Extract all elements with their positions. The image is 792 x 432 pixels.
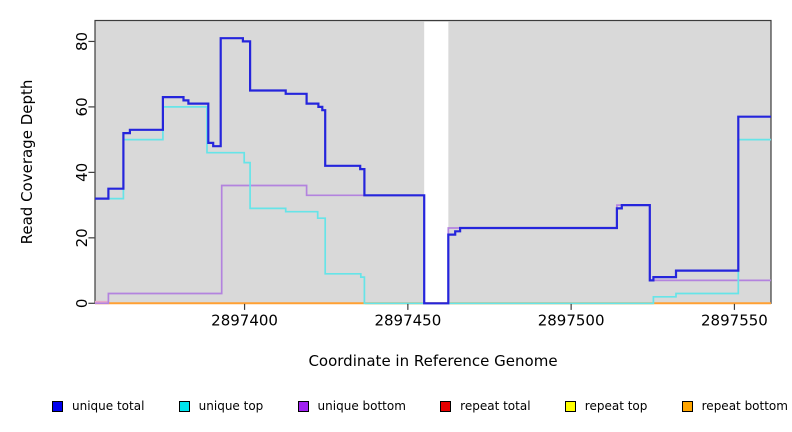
legend-label-unique_top: unique top [198,399,264,413]
x-axis-title: Coordinate in Reference Genome [308,352,557,370]
legend-swatch-repeat_bottom [681,400,693,412]
legend-label-repeat_total: repeat total [460,399,531,413]
legend: unique total unique top unique bottom repea… [52,399,788,413]
legend-label-unique_bottom: unique bottom [317,399,406,413]
x-tick-label: 2897450 [374,311,441,329]
legend-label-unique_total: unique total [72,399,145,413]
x-tick-label: 2897400 [211,311,278,329]
series-line-unique_total [95,37,771,305]
y-tick-label: 0 [73,299,91,309]
legend-item-repeat_total: repeat total [440,399,531,413]
legend-item-unique_total: unique total [52,399,144,413]
y-axis-title: Read Coverage Depth [18,80,36,245]
legend-swatch-unique_bottom [297,400,309,412]
series-line-unique_top [95,106,771,305]
y-tick-label: 80 [73,32,91,51]
no-coverage-gap [424,21,449,303]
legend-swatch-repeat_top [564,400,576,412]
legend-swatch-repeat_total [440,400,452,412]
plot-panel [94,19,772,304]
legend-label-repeat_top: repeat top [584,399,648,413]
y-tick-label: 40 [73,163,91,182]
x-tick-label: 2897550 [701,311,768,329]
legend-item-unique_top: unique top [178,399,264,413]
y-tick-label: 60 [73,97,91,116]
legend-swatch-unique_total [52,400,63,412]
y-tick-label: 20 [73,228,91,247]
legend-item-repeat_bottom: repeat bottom [681,399,788,413]
legend-item-repeat_top: repeat top [564,399,648,413]
x-tick-label: 2897500 [538,311,605,329]
axes: 2897400 2897450 2897500 2897550 0 20 40 60 80 [73,32,768,329]
legend-swatch-unique_top [178,400,190,412]
series-lines [95,37,771,305]
legend-label-repeat_bottom: repeat bottom [701,399,788,413]
legend-item-unique_bottom: unique bottom [297,399,406,413]
